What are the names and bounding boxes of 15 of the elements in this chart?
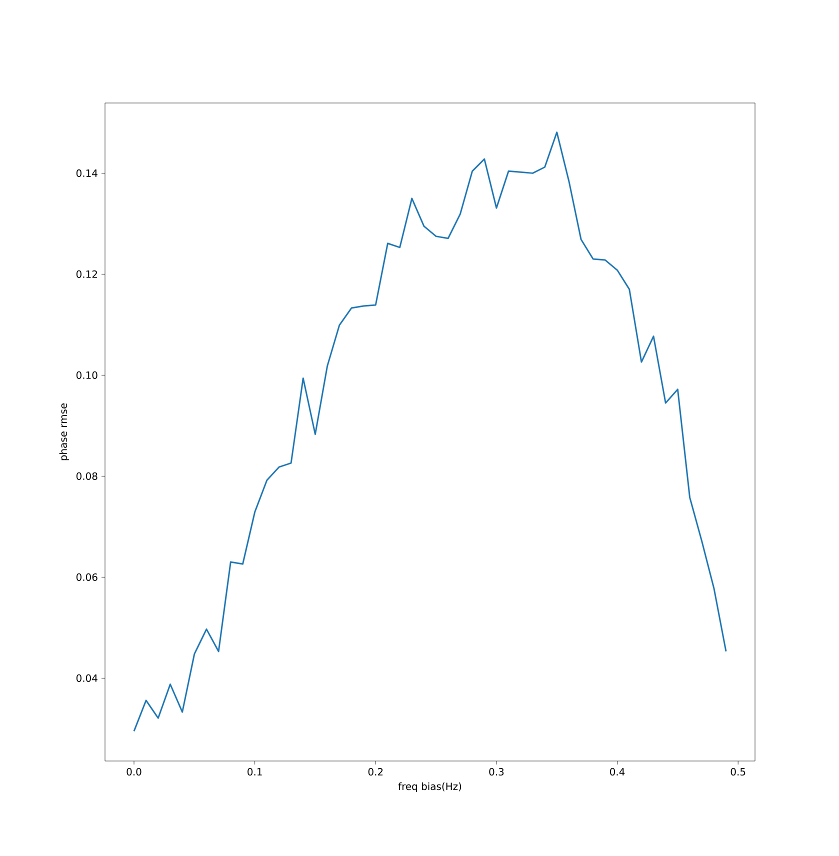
y-tick-label: 0.08 (76, 472, 98, 480)
y-tick-label: 0.10 (76, 371, 98, 379)
y-tick-label: 0.12 (76, 270, 97, 278)
x-tick-label: 0.3 (489, 768, 504, 776)
y-tick-label: 0.04 (76, 674, 98, 682)
y-tick-label: 0.14 (76, 169, 98, 177)
line-series (133, 132, 727, 732)
x-axis-title: freq bias(Hz) (398, 782, 462, 792)
y-tick-label: 0.06 (76, 573, 98, 581)
x-tick-label: 0.5 (730, 768, 746, 776)
x-tick-label: 0.0 (126, 768, 142, 776)
x-tick-label: 0.4 (610, 768, 625, 776)
x-tick-label: 0.1 (248, 768, 262, 776)
y-axis-title: phase rmse (59, 403, 69, 460)
x-tick-label: 0.2 (368, 768, 383, 776)
